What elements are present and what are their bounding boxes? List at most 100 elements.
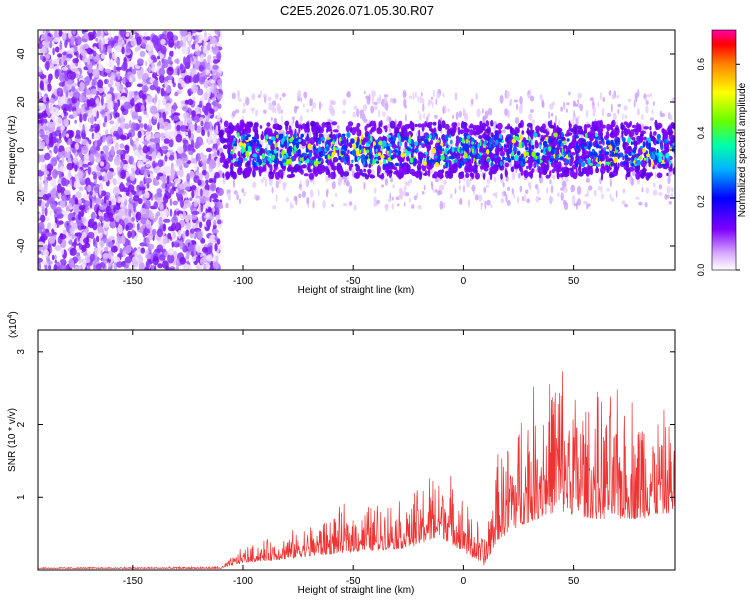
- signal-halo: [356, 108, 360, 118]
- signal-blob: [444, 123, 450, 130]
- noise-blob: [152, 256, 159, 266]
- signal-halo: [549, 179, 552, 185]
- signal-halo: [279, 97, 282, 101]
- signal-blob: [426, 143, 430, 148]
- signal-halo: [331, 204, 334, 207]
- signal-halo: [534, 184, 539, 190]
- signal-blob: [270, 143, 275, 152]
- noise-blob: [116, 261, 123, 268]
- noise-blob: [145, 154, 150, 159]
- noise-blob: [156, 244, 164, 253]
- noise-blob: [157, 172, 164, 177]
- signal-blob: [527, 171, 532, 177]
- noise-blob: [93, 264, 97, 270]
- signal-blob: [459, 129, 464, 135]
- noise-blob: [170, 130, 178, 138]
- signal-blob: [417, 138, 420, 147]
- signal-blob: [378, 174, 383, 179]
- signal-blob: [562, 146, 565, 154]
- signal-halo: [516, 196, 520, 204]
- signal-halo: [335, 192, 338, 198]
- signal-blob: [461, 120, 465, 129]
- noise-blob: [71, 176, 75, 187]
- noise-blob: [124, 256, 133, 264]
- signal-halo: [521, 196, 525, 202]
- noise-blob: [99, 103, 103, 112]
- signal-halo: [486, 199, 491, 206]
- noise-blob: [165, 85, 172, 94]
- signal-blob: [432, 174, 436, 179]
- signal-halo: [503, 190, 507, 197]
- noise-blob: [200, 153, 203, 158]
- noise-blob: [167, 247, 174, 256]
- noise-blob: [166, 151, 171, 158]
- signal-blob: [545, 174, 551, 179]
- noise-blob: [44, 207, 48, 217]
- noise-blob: [68, 30, 72, 39]
- signal-blob: [261, 131, 264, 136]
- signal-blob: [455, 142, 459, 147]
- noise-blob: [58, 132, 62, 140]
- noise-blob: [63, 86, 69, 92]
- signal-blob: [471, 157, 474, 164]
- noise-blob: [54, 259, 58, 264]
- signal-blob: [631, 124, 637, 129]
- noise-blob: [40, 214, 46, 223]
- signal-halo: [644, 201, 648, 208]
- noise-blob: [154, 132, 161, 139]
- noise-blob: [45, 53, 51, 60]
- noise-blob: [152, 218, 157, 223]
- signal-halo: [447, 108, 450, 112]
- signal-halo: [658, 192, 663, 196]
- noise-blob: [127, 230, 132, 239]
- noise-blob: [89, 145, 97, 156]
- signal-blob: [259, 125, 263, 129]
- signal-blob: [315, 130, 318, 139]
- noise-blob: [52, 202, 57, 212]
- signal-halo: [331, 181, 336, 190]
- signal-blob: [538, 171, 542, 179]
- signal-halo: [268, 102, 273, 111]
- noise-blob: [142, 213, 149, 218]
- signal-halo: [502, 182, 505, 188]
- signal-halo: [480, 203, 483, 210]
- noise-blob: [196, 30, 203, 33]
- noise-blob: [39, 80, 44, 90]
- noise-blob: [217, 103, 222, 109]
- noise-blob: [205, 147, 212, 153]
- noise-blob: [85, 88, 91, 96]
- signal-halo: [271, 106, 276, 113]
- noise-blob: [141, 42, 146, 48]
- noise-blob: [167, 232, 172, 240]
- signal-blob: [391, 143, 397, 150]
- noise-blob: [133, 202, 136, 212]
- signal-blob: [460, 173, 465, 179]
- signal-halo: [519, 96, 523, 105]
- noise-blob: [139, 180, 144, 188]
- noise-blob: [194, 161, 198, 172]
- signal-halo: [442, 184, 445, 191]
- noise-blob: [94, 152, 101, 158]
- signal-blob: [228, 122, 233, 127]
- noise-blob: [205, 79, 209, 89]
- signal-blob: [541, 123, 546, 131]
- noise-blob: [131, 260, 139, 268]
- noise-blob: [121, 63, 128, 72]
- noise-blob: [89, 198, 93, 209]
- signal-halo: [312, 102, 317, 109]
- signal-blob: [480, 158, 485, 166]
- noise-blob: [38, 119, 43, 124]
- signal-halo: [586, 203, 591, 207]
- signal-halo: [583, 200, 588, 205]
- noise-blob: [189, 197, 193, 202]
- signal-halo: [346, 91, 351, 98]
- noise-blob: [122, 163, 130, 170]
- noise-blob: [72, 110, 78, 118]
- noise-blob: [44, 43, 48, 54]
- noise-blob: [72, 91, 81, 99]
- noise-blob: [109, 87, 114, 93]
- noise-blob: [183, 199, 191, 208]
- signal-halo: [530, 109, 534, 113]
- noise-blob: [123, 101, 130, 110]
- signal-blob: [540, 137, 545, 142]
